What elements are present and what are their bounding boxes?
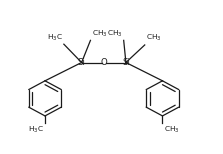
Text: O: O bbox=[100, 58, 107, 67]
Text: Si: Si bbox=[78, 58, 85, 67]
Text: CH$_3$: CH$_3$ bbox=[146, 33, 162, 43]
Text: Si: Si bbox=[122, 58, 130, 67]
Text: CH$_3$: CH$_3$ bbox=[92, 29, 107, 39]
Text: H$_3$C: H$_3$C bbox=[47, 32, 63, 43]
Text: CH$_3$: CH$_3$ bbox=[107, 29, 123, 39]
Text: H$_3$C: H$_3$C bbox=[28, 124, 44, 134]
Text: CH$_3$: CH$_3$ bbox=[164, 124, 179, 134]
